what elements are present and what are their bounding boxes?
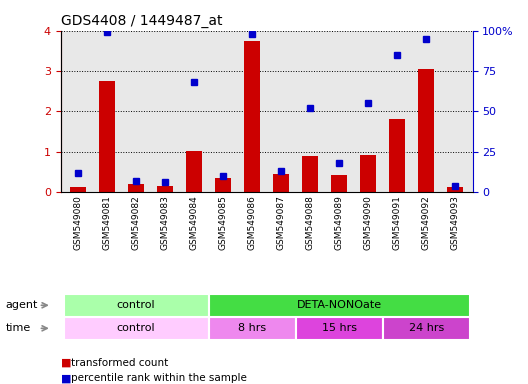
Text: DETA-NONOate: DETA-NONOate	[297, 300, 382, 310]
Text: control: control	[117, 323, 155, 333]
Bar	[99, 81, 115, 192]
Text: percentile rank within the sample: percentile rank within the sample	[71, 373, 247, 383]
Bar	[209, 294, 470, 317]
Text: agent: agent	[5, 300, 37, 310]
Bar	[215, 178, 231, 192]
Bar	[157, 186, 173, 192]
Bar	[63, 294, 209, 317]
Bar	[302, 156, 318, 192]
Text: 8 hrs: 8 hrs	[238, 323, 266, 333]
Text: GDS4408 / 1449487_at: GDS4408 / 1449487_at	[61, 14, 222, 28]
Bar	[244, 41, 260, 192]
Text: ■: ■	[61, 358, 71, 368]
Bar	[70, 187, 86, 192]
Bar	[296, 317, 383, 340]
FancyArrowPatch shape	[41, 326, 47, 331]
FancyArrowPatch shape	[41, 303, 47, 308]
Bar	[63, 317, 209, 340]
Text: transformed count: transformed count	[71, 358, 168, 368]
Bar	[383, 317, 470, 340]
Bar	[209, 317, 296, 340]
Text: ■: ■	[61, 373, 71, 383]
Text: 24 hrs: 24 hrs	[409, 323, 444, 333]
Bar	[186, 151, 202, 192]
Bar	[389, 119, 405, 192]
Bar	[447, 187, 463, 192]
Bar	[360, 155, 376, 192]
Bar	[418, 69, 434, 192]
Bar	[273, 174, 289, 192]
Text: 15 hrs: 15 hrs	[322, 323, 356, 333]
Text: time: time	[5, 323, 31, 333]
Bar	[128, 184, 144, 192]
Bar	[331, 175, 347, 192]
Text: control: control	[117, 300, 155, 310]
